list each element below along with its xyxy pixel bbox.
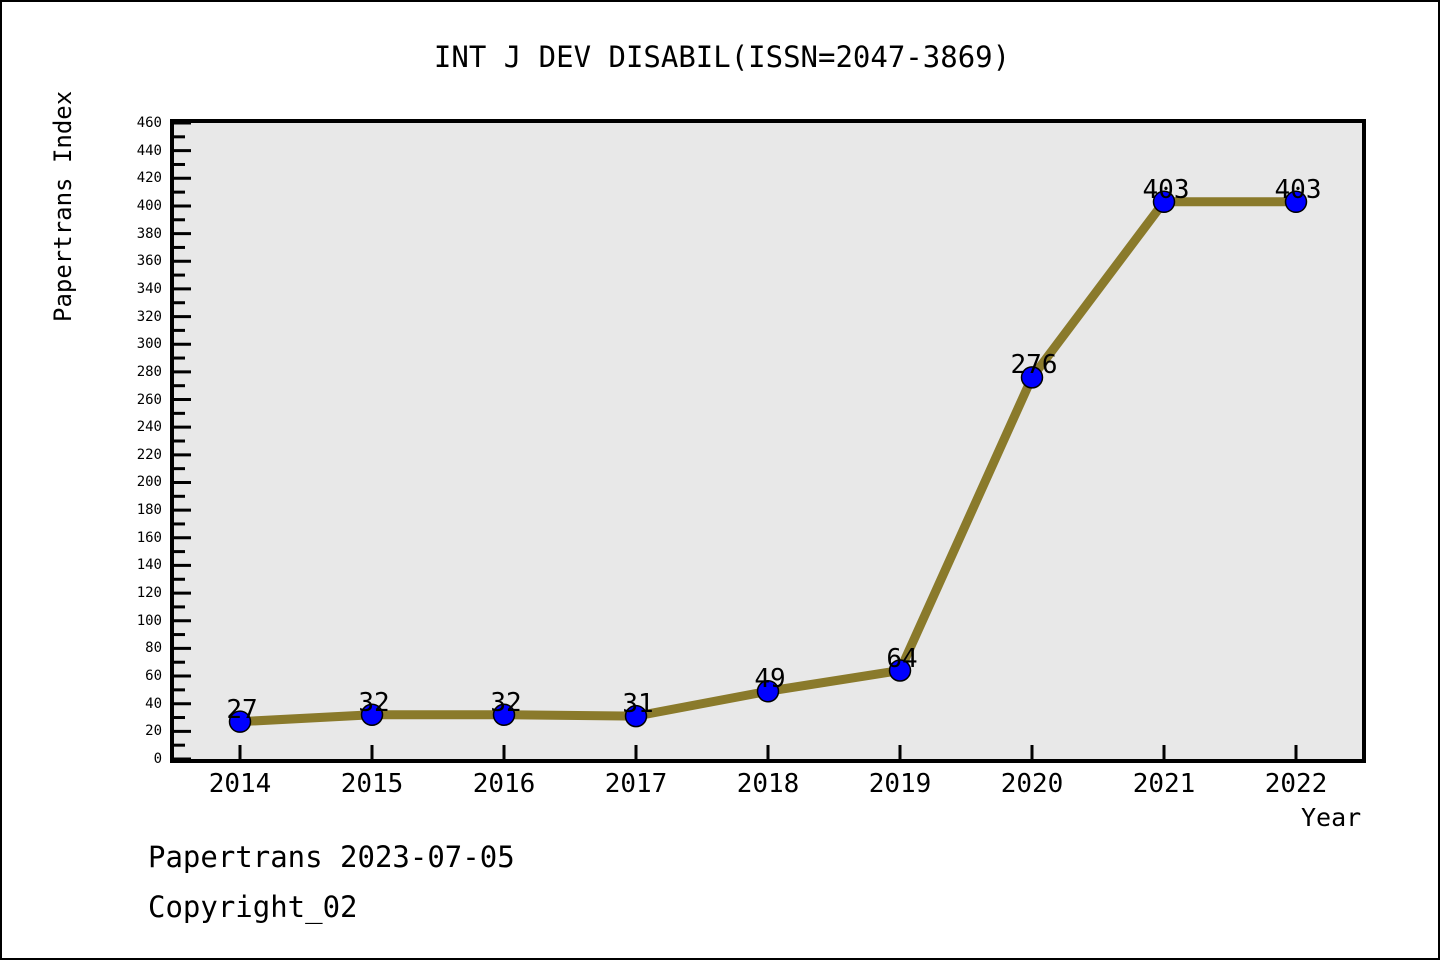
data-point-marker[interactable]: [1152, 190, 1176, 214]
data-point-marker[interactable]: [624, 704, 648, 728]
data-point-label: 49: [754, 664, 786, 695]
y-tick-label: 440: [136, 142, 162, 159]
data-point-label: 64: [886, 643, 918, 674]
y-tick-label: 200: [136, 474, 162, 491]
y-tick-label: 300: [136, 336, 162, 353]
data-point-label: 403: [1142, 174, 1190, 205]
data-point-marker[interactable]: [888, 659, 912, 682]
y-axis-title: Papertrans Index: [49, 90, 77, 322]
data-point-marker[interactable]: [1020, 366, 1044, 389]
data-point-marker[interactable]: [360, 703, 384, 727]
data-series-line: [235, 197, 1301, 727]
x-tick-label: 2016: [472, 769, 536, 799]
y-tick-label: 80: [145, 640, 162, 657]
footer-copyright: Copyright_02: [148, 890, 358, 924]
y-tick-label: 320: [136, 308, 162, 325]
y-tick-label: 460: [136, 115, 162, 131]
x-axis-title: Year: [1301, 803, 1362, 832]
data-point-label: 276: [1010, 350, 1058, 381]
x-tick-label: 2017: [604, 769, 668, 799]
y-tick-label: 220: [136, 446, 162, 463]
page-title: INT J DEV DISABIL(ISSN=2047-3869): [433, 40, 1011, 74]
x-tick-label: 2019: [868, 769, 932, 799]
y-tick-label: 120: [136, 585, 162, 602]
data-point-label: 27: [226, 694, 258, 725]
y-tick-label: 280: [136, 363, 162, 380]
data-point-label: 403: [1274, 174, 1322, 205]
x-axis-ticks: [238, 745, 1298, 759]
data-point-label: 32: [358, 687, 390, 718]
data-point-marker[interactable]: [1284, 190, 1308, 214]
x-tick-label: 2018: [736, 769, 800, 799]
y-tick-label: 240: [136, 419, 162, 436]
y-tick-label: 60: [145, 668, 162, 685]
x-tick-label: 2014: [208, 769, 272, 799]
y-tick-label: 20: [145, 723, 162, 740]
y-tick-label: 180: [136, 502, 162, 519]
x-tick-label: 2021: [1132, 769, 1196, 799]
data-point-label: 32: [490, 687, 522, 718]
y-tick-label: 160: [136, 529, 162, 546]
y-tick-label: 340: [136, 280, 162, 297]
data-point-label: 31: [622, 689, 654, 720]
plot-canvas: [174, 121, 1308, 761]
footer-date: Papertrans 2023-07-05: [148, 840, 515, 874]
data-point-marker[interactable]: [492, 703, 516, 727]
x-tick-label: 2015: [340, 769, 404, 799]
y-tick-label: 360: [136, 253, 162, 270]
data-point-marker[interactable]: [228, 710, 252, 733]
data-point-marker[interactable]: [756, 680, 780, 703]
y-tick-label: 380: [136, 225, 162, 242]
y-tick-label: 260: [136, 391, 162, 408]
y-tick-label: 420: [136, 170, 162, 187]
y-tick-label: 100: [136, 612, 162, 629]
y-tick-label: 140: [136, 557, 162, 574]
plot-area: [170, 119, 1366, 763]
y-tick-label: 400: [136, 197, 162, 214]
y-tick-label: 0: [153, 751, 162, 767]
y-tick-label: 40: [145, 695, 162, 712]
y-axis-ticks: [174, 121, 191, 761]
data-point-markers: [228, 190, 1308, 733]
x-tick-label: 2020: [1000, 769, 1064, 799]
x-tick-label: 2022: [1264, 769, 1328, 799]
